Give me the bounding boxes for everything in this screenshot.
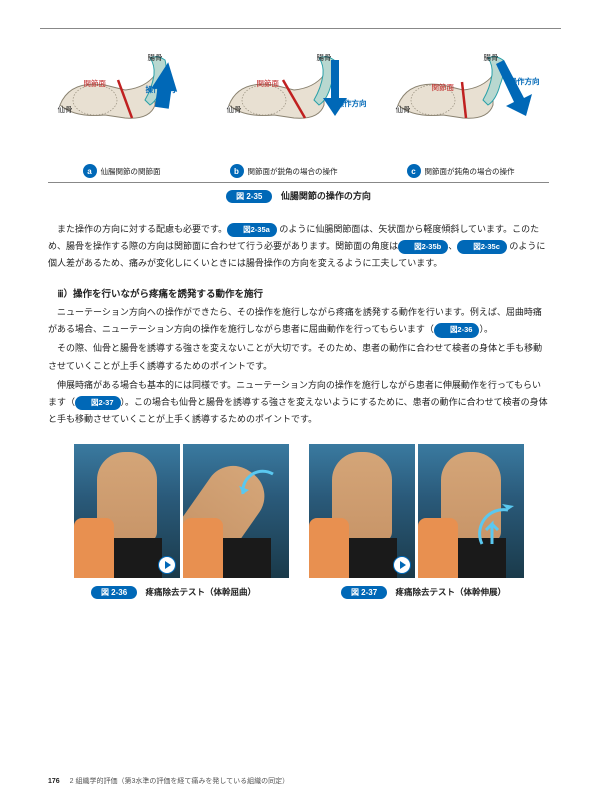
- photo-caption-row: 図 2-36 疼痛除去テスト（体幹屈曲） 図 2-37 疼痛除去テスト（体幹伸展…: [48, 586, 549, 599]
- label-dir: 操作方向: [146, 84, 176, 95]
- play-icon[interactable]: [158, 556, 176, 574]
- figtag-c: c 関節面が鈍角の場合の操作: [407, 164, 515, 178]
- label-sacrum: 仙骨: [396, 104, 411, 115]
- caption-c: 関節面が鈍角の場合の操作: [425, 166, 515, 177]
- photo-row: [48, 444, 549, 578]
- figtag-b: b 関節面が鋭角の場合の操作: [230, 164, 338, 178]
- label-sacrum: 仙骨: [227, 104, 242, 115]
- label-joint: 関節面: [432, 82, 455, 93]
- fig-pill: 図 2-35: [226, 190, 272, 203]
- diagram-c: 腸骨 関節面 操作方向 仙骨: [388, 50, 548, 160]
- label-ilium: 腸骨: [484, 52, 499, 63]
- caption-236: 疼痛除去テスト（体幹屈曲）: [146, 587, 257, 597]
- ref-237: 図2-37: [75, 396, 121, 410]
- circ-a: a: [83, 164, 97, 178]
- footer-text: 2 組織学的評価（第3水準の評価を経て痛みを発している組織の同定）: [70, 778, 290, 785]
- photo-236-b: [183, 444, 289, 578]
- fig-title: 仙腸関節の操作の方向: [281, 191, 371, 201]
- label-ilium: 腸骨: [317, 52, 332, 63]
- label-ilium: 腸骨: [148, 52, 163, 63]
- figtag-a: a 仙腸関節の関節面: [83, 164, 161, 178]
- label-dir: 操作方向: [337, 98, 367, 109]
- label-joint: 関節面: [257, 78, 280, 89]
- caption-a: 仙腸関節の関節面: [101, 166, 161, 177]
- caption-b: 関節面が鋭角の場合の操作: [248, 166, 338, 177]
- fig-caption-bar: 図 2-35 仙腸関節の操作の方向: [48, 189, 549, 203]
- diagram-a: 腸骨 関節面 操作方向 仙骨: [50, 50, 210, 160]
- label-sacrum: 仙骨: [58, 104, 73, 115]
- ref-235c: 図2-35c: [457, 240, 507, 254]
- divider: [48, 182, 549, 183]
- page-content: 腸骨 関節面 操作方向 仙骨 腸骨 関節面 操作方向 仙骨: [0, 0, 591, 619]
- diagram-sublabels: a 仙腸関節の関節面 b 関節面が鋭角の場合の操作 c 関節面が鈍角の場合の操作: [48, 164, 549, 178]
- label-joint: 関節面: [84, 78, 107, 89]
- photo-caption-left: 図 2-36 疼痛除去テスト（体幹屈曲）: [59, 586, 289, 599]
- para-2: ニューテーション方向への操作ができたら、その操作を施行しながら疼痛を誘発する動作…: [48, 304, 549, 338]
- ref-236: 図2-36: [434, 323, 480, 337]
- para-1: また操作の方向に対する配慮も必要です。図2-35a のように仙腸関節面は、矢状面…: [48, 221, 549, 272]
- page-number: 176: [48, 778, 60, 785]
- photo-caption-right: 図 2-37 疼痛除去テスト（体幹伸展）: [309, 586, 539, 599]
- diagram-b: 腸骨 関節面 操作方向 仙骨: [219, 50, 379, 160]
- play-icon[interactable]: [393, 556, 411, 574]
- pill-236: 図 2-36: [91, 586, 137, 599]
- photo-237-a: [309, 444, 415, 578]
- footer: 176 2 組織学的評価（第3水準の評価を経て痛みを発している組織の同定）: [48, 776, 289, 786]
- label-dir: 操作方向: [510, 76, 540, 87]
- circ-c: c: [407, 164, 421, 178]
- para-4: 伸展時痛がある場合も基本的には同様です。ニューテーション方向の操作を施行しながら…: [48, 377, 549, 428]
- photo-237-b: [418, 444, 524, 578]
- top-rule: [40, 28, 561, 29]
- photo-pair-left: [74, 444, 289, 578]
- circ-b: b: [230, 164, 244, 178]
- ref-235a: 図2-35a: [227, 223, 277, 237]
- subhead-iii: ⅲ）操作を行いながら疼痛を誘発する動作を施行: [48, 286, 549, 300]
- para-3: その際、仙骨と腸骨を誘導する強さを変えないことが大切です。そのため、患者の動作に…: [48, 340, 549, 374]
- caption-237: 疼痛除去テスト（体幹伸展）: [396, 587, 507, 597]
- pill-237: 図 2-37: [341, 586, 387, 599]
- diagram-row: 腸骨 関節面 操作方向 仙骨 腸骨 関節面 操作方向 仙骨: [48, 50, 549, 160]
- ref-235b: 図2-35b: [398, 240, 448, 254]
- photo-236-a: [74, 444, 180, 578]
- photo-pair-right: [309, 444, 524, 578]
